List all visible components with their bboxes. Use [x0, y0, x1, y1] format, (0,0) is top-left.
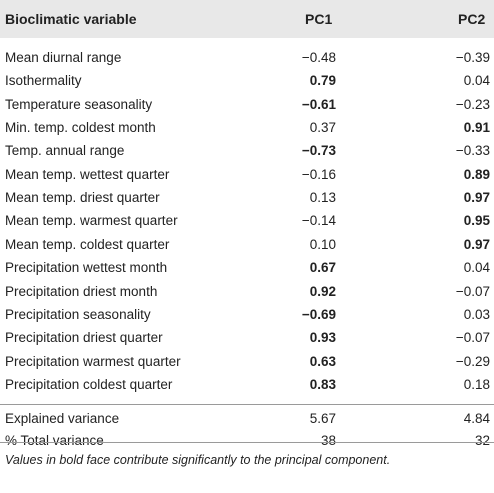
row-label: Temp. annual range [5, 143, 125, 159]
table-row: Precipitation driest quarter 0.93 −0.07 [0, 327, 494, 350]
pc1-value: 0.79 [309, 73, 336, 89]
pc1-summary-value: 5.67 [309, 411, 336, 426]
pc2-value: 0.89 [463, 166, 490, 182]
pc2-value: 0.04 [463, 260, 490, 276]
pc1-value: 0.83 [309, 376, 336, 392]
header-bioclimatic-variable: Bioclimatic variable [5, 11, 137, 27]
pc1-value: −0.16 [301, 166, 336, 182]
table-row: Mean temp. wettest quarter −0.16 0.89 [0, 164, 494, 187]
pc2-value: −0.29 [455, 353, 490, 369]
header-pc2: PC2 [458, 11, 486, 27]
table-row: Precipitation warmest quarter 0.63 −0.29 [0, 351, 494, 374]
row-label: Min. temp. coldest month [5, 120, 156, 136]
table-row: Precipitation seasonality −0.69 0.03 [0, 304, 494, 327]
summary-label: % Total variance [5, 433, 104, 448]
summary-label: Explained variance [5, 411, 120, 426]
pc1-value: 0.67 [309, 260, 336, 276]
table-row: Isothermality 0.79 0.04 [0, 70, 494, 93]
pc2-value: 0.18 [463, 376, 490, 392]
pc2-value: 0.97 [463, 190, 490, 206]
pc1-value: 0.63 [309, 353, 336, 369]
summary-row: Explained variance 5.67 4.84 [0, 408, 494, 431]
pc1-summary-value: 38 [320, 433, 336, 448]
table-row: Mean diurnal range −0.48 −0.39 [0, 47, 494, 70]
pc2-value: 0.03 [463, 306, 490, 322]
pc2-value: 0.91 [463, 120, 490, 136]
pc1-value: −0.14 [301, 213, 336, 229]
row-label: Precipitation seasonality [5, 306, 151, 322]
pc1-value: −0.73 [301, 143, 336, 159]
table-row: Min. temp. coldest month 0.37 0.91 [0, 117, 494, 140]
row-label: Precipitation driest quarter [5, 330, 163, 346]
pc2-summary-value: 4.84 [463, 411, 490, 426]
table-row: Mean temp. warmest quarter −0.14 0.95 [0, 210, 494, 233]
pc2-value: 0.97 [463, 236, 490, 252]
pc1-value: 0.92 [309, 283, 336, 299]
row-label: Precipitation driest month [5, 283, 158, 299]
summary-row: % Total variance 38 32 [0, 430, 494, 453]
table-row: Mean temp. coldest quarter 0.10 0.97 [0, 234, 494, 257]
table-row: Temp. annual range −0.73 −0.33 [0, 140, 494, 163]
row-label: Mean temp. wettest quarter [5, 166, 170, 182]
row-label: Mean temp. warmest quarter [5, 213, 178, 229]
row-label: Temperature seasonality [5, 96, 153, 112]
pc1-value: 0.13 [309, 190, 336, 206]
pc2-value: −0.33 [455, 143, 490, 159]
pc2-value: −0.39 [455, 50, 490, 65]
pc1-value: 0.93 [309, 330, 336, 346]
row-label: Mean temp. driest quarter [5, 190, 160, 206]
summary-divider [0, 404, 494, 405]
pc2-summary-value: 32 [474, 433, 490, 448]
table-row: Precipitation driest month 0.92 −0.07 [0, 281, 494, 304]
pc2-value: −0.07 [455, 330, 490, 346]
row-label: Precipitation coldest quarter [5, 376, 173, 392]
pc1-value: −0.61 [301, 96, 336, 112]
table-row: Temperature seasonality −0.61 −0.23 [0, 94, 494, 117]
pc1-value: −0.69 [301, 306, 336, 322]
row-label: Mean diurnal range [5, 50, 122, 65]
pc1-value: 0.10 [309, 236, 336, 252]
row-label: Mean temp. coldest quarter [5, 236, 170, 252]
pc2-value: 0.04 [463, 73, 490, 89]
table-bottom-rule [0, 442, 494, 443]
row-label: Precipitation wettest month [5, 260, 168, 276]
pc1-value: −0.48 [301, 50, 336, 65]
row-label: Isothermality [5, 73, 82, 89]
pc2-value: −0.07 [455, 283, 490, 299]
table-header: Bioclimatic variable PC1 PC2 [0, 0, 494, 38]
pc2-value: 0.95 [463, 213, 490, 229]
table-footnote: Values in bold face contribute significa… [5, 453, 391, 467]
table-row: Precipitation wettest month 0.67 0.04 [0, 257, 494, 280]
pc2-value: −0.23 [455, 96, 490, 112]
pc1-value: 0.37 [309, 120, 336, 136]
table-row: Precipitation coldest quarter 0.83 0.18 [0, 374, 494, 397]
row-label: Precipitation warmest quarter [5, 353, 181, 369]
table-row: Mean temp. driest quarter 0.13 0.97 [0, 187, 494, 210]
header-pc1: PC1 [305, 11, 333, 27]
